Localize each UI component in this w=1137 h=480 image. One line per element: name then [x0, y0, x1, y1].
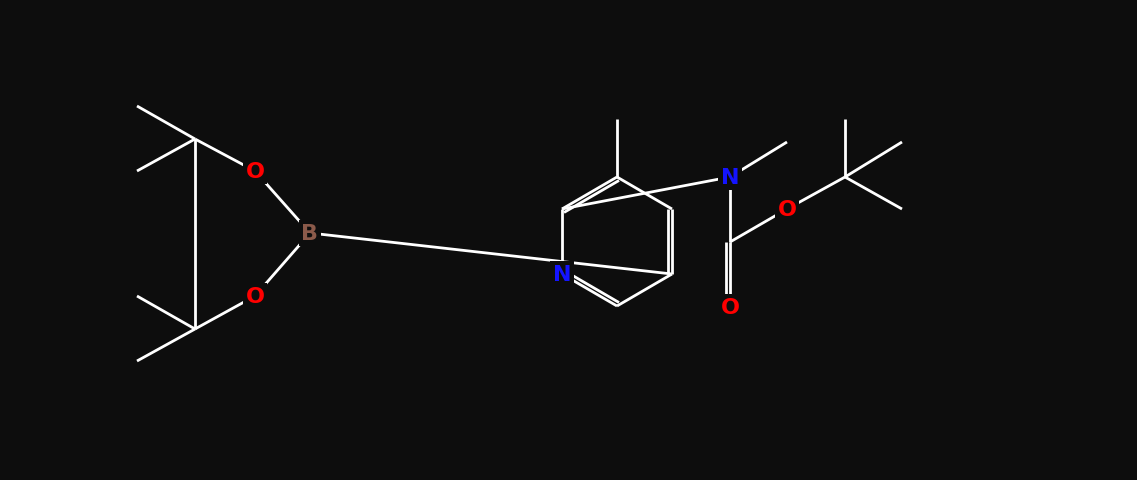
- Text: N: N: [721, 168, 739, 188]
- Text: O: O: [778, 200, 797, 219]
- Text: O: O: [246, 162, 265, 181]
- Text: O: O: [721, 298, 739, 317]
- Text: O: O: [246, 287, 265, 306]
- Text: N: N: [553, 264, 571, 285]
- Text: B: B: [301, 224, 318, 243]
